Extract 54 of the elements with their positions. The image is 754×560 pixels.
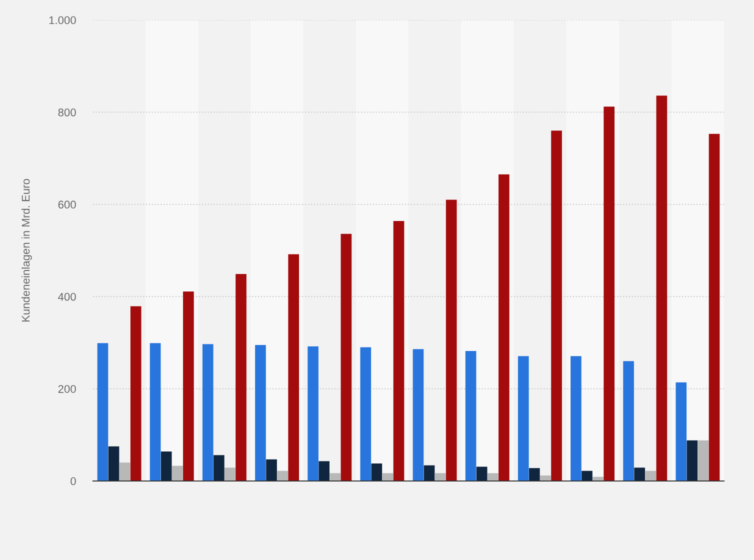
bar bbox=[330, 473, 341, 481]
bar bbox=[266, 459, 277, 481]
y-tick-label: 200 bbox=[58, 385, 76, 393]
bar bbox=[412, 349, 424, 481]
bar bbox=[214, 455, 224, 481]
bar bbox=[160, 451, 172, 481]
y-tick-label: 0 bbox=[70, 477, 76, 486]
bar bbox=[172, 466, 183, 481]
bar bbox=[529, 468, 540, 481]
bar bbox=[202, 344, 214, 481]
bar bbox=[224, 468, 236, 481]
bar bbox=[130, 306, 142, 481]
y-tick-label: 400 bbox=[58, 292, 76, 301]
bar bbox=[676, 382, 687, 481]
bar bbox=[183, 292, 194, 481]
bar bbox=[634, 468, 646, 481]
y-tick-label: 800 bbox=[58, 108, 76, 116]
bar bbox=[119, 462, 130, 481]
bar bbox=[288, 254, 300, 481]
bar bbox=[255, 345, 266, 481]
bar bbox=[393, 220, 404, 481]
bar bbox=[360, 347, 372, 481]
bar bbox=[604, 106, 615, 481]
bar bbox=[656, 96, 668, 481]
bar bbox=[708, 134, 720, 481]
bar bbox=[318, 461, 330, 481]
bar bbox=[540, 475, 551, 481]
bar bbox=[236, 274, 246, 481]
bar bbox=[108, 446, 120, 481]
bar bbox=[582, 470, 592, 481]
bar bbox=[518, 356, 529, 481]
bar bbox=[97, 343, 108, 481]
bar bbox=[476, 466, 488, 481]
bar bbox=[308, 346, 318, 481]
bar bbox=[498, 174, 510, 481]
bar bbox=[434, 473, 446, 481]
bar bbox=[150, 343, 161, 481]
bar bbox=[465, 351, 476, 481]
bar bbox=[277, 470, 288, 481]
bar bbox=[645, 470, 656, 481]
bar bbox=[570, 356, 582, 481]
bar bbox=[551, 130, 562, 481]
y-tick-label: 600 bbox=[58, 200, 76, 209]
y-axis-title: Kundeneinlagen in Mrd. Euro bbox=[22, 179, 32, 322]
y-tick-label: 1.000 bbox=[49, 16, 76, 24]
bar bbox=[424, 465, 435, 481]
bar bbox=[686, 440, 698, 481]
bar bbox=[698, 440, 709, 481]
bar bbox=[487, 473, 498, 481]
bar bbox=[623, 361, 634, 481]
bar bbox=[340, 234, 352, 481]
bar bbox=[446, 200, 457, 481]
bar bbox=[371, 463, 382, 481]
bar bbox=[382, 473, 394, 481]
